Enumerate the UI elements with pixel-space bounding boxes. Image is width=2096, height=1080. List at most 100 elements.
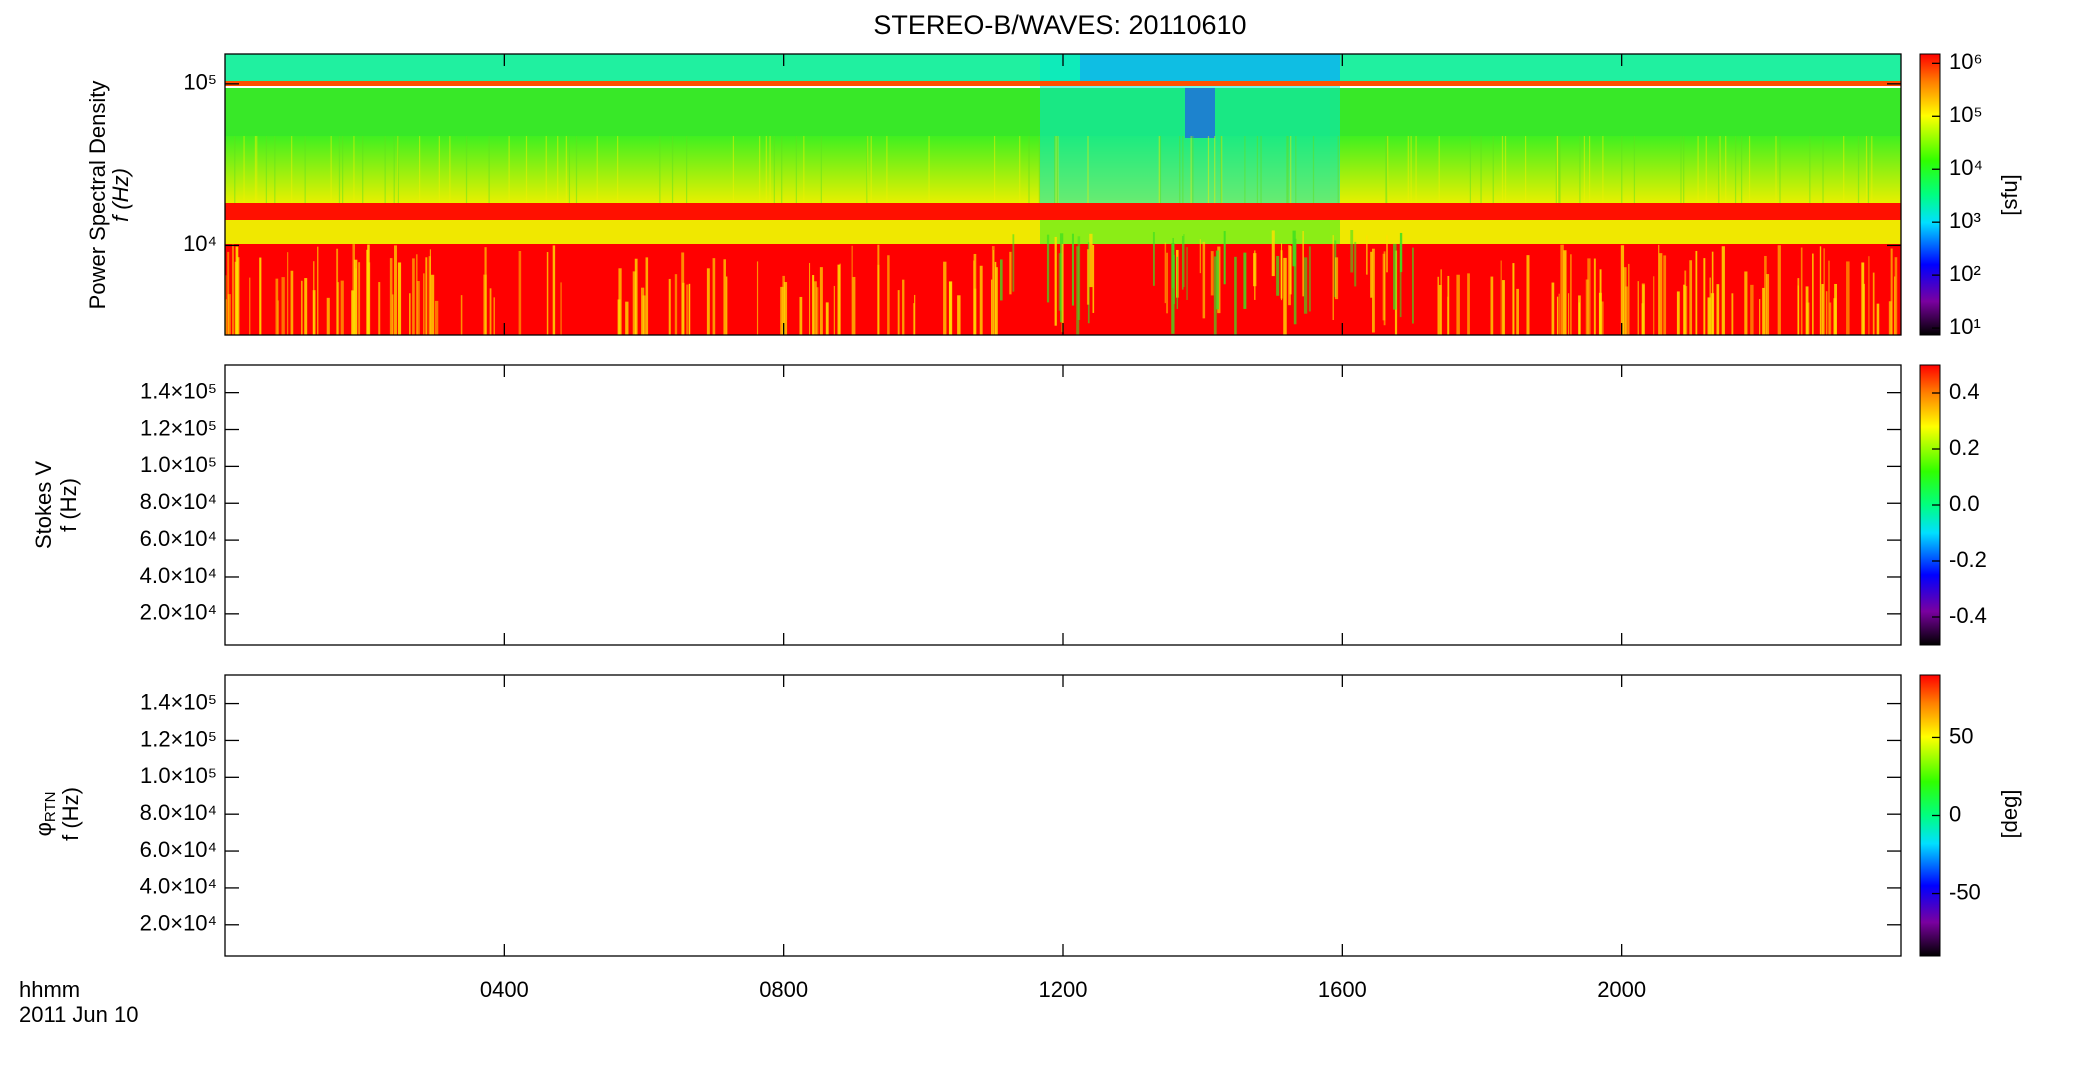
plot-frame [224, 674, 1902, 957]
spectrogram-streak [1221, 136, 1223, 203]
spectrogram-streak [1415, 136, 1417, 203]
y-tick-label: 1.4×10⁵ [140, 378, 217, 403]
spectrogram-streak [231, 244, 235, 335]
spectrogram-streak [1744, 271, 1748, 335]
colorbar-tick-label: 10⁵ [1949, 102, 1983, 127]
spectrogram-streak [732, 136, 735, 203]
spectrogram-streak [1779, 136, 1781, 203]
spectrogram-streak [1164, 242, 1167, 304]
spectrogram-streak [234, 136, 236, 203]
spectrogram-streak [1570, 254, 1572, 335]
x-tick-label: 0800 [759, 977, 808, 1002]
spectrogram-streak [1620, 245, 1625, 335]
spectrogram-streak [1399, 232, 1403, 273]
y-tick-label: 1.4×10⁵ [140, 689, 217, 714]
spectrogram-streak [870, 136, 872, 203]
spectrogram-streak [1734, 136, 1737, 203]
spectrogram-streak [1560, 244, 1564, 335]
spectrogram-streak [351, 290, 355, 335]
y-axis-symbol: φ [31, 822, 56, 836]
spectrogram-streak [897, 290, 900, 335]
spectrogram-streak [1501, 136, 1504, 203]
spectrogram-streak [1287, 136, 1289, 203]
spectrogram-streak [1637, 281, 1639, 335]
spectrogram-streak [1186, 247, 1188, 300]
spectrogram-streak [1709, 277, 1711, 335]
spectrogram-streak [1750, 284, 1754, 335]
spectrogram-streak [1843, 136, 1845, 203]
spectrogram [225, 54, 1901, 335]
spectrogram-streak [1312, 136, 1315, 203]
spectrogram-streak [1721, 246, 1725, 335]
spectrogram-streak [1089, 233, 1093, 288]
spectrogram-streak [1054, 236, 1057, 326]
spectrogram-streak [565, 136, 567, 203]
spectrogram-streak [227, 251, 230, 335]
spectrogram-streak [852, 276, 856, 335]
spectrogram-streak [1334, 257, 1339, 300]
colorbar-tick-label: -50 [1949, 879, 1981, 904]
spectrogram-streak [545, 136, 547, 203]
spectrogram-streak [254, 136, 257, 203]
spectrogram-streak [1383, 251, 1386, 326]
spectrogram-streak [1290, 136, 1292, 203]
spectrogram-streak [1207, 136, 1210, 203]
x-tick-label: 1200 [1039, 977, 1088, 1002]
spectrogram-streak [416, 281, 420, 335]
spectrogram-streak [1176, 256, 1179, 309]
spectrogram-streak [428, 256, 431, 335]
spectrogram-streak [366, 249, 369, 335]
spectrogram-streak [1800, 247, 1803, 335]
spectrogram-streak [973, 288, 977, 335]
plot-frame [224, 364, 1902, 646]
spectrogram-streak [1504, 136, 1507, 203]
spectrogram-streak [1593, 258, 1596, 335]
spectrogram-streak [1071, 233, 1074, 306]
spectrogram-streak [434, 300, 439, 335]
spectrogram-streak [394, 245, 397, 335]
spectrogram-streak [337, 282, 340, 335]
spectrogram-streak [249, 277, 251, 335]
spectrogram-streak [291, 136, 293, 203]
spectrogram-streak [1061, 243, 1064, 333]
spectrogram-streak [1000, 259, 1003, 301]
spectrogram-streak [668, 278, 671, 335]
y-tick-label: 2.0×10⁴ [140, 600, 217, 625]
spectrogram-streak [353, 136, 355, 203]
spectrogram-streak [1469, 136, 1471, 203]
spectrogram-streak [1293, 238, 1297, 325]
spectrogram-streak [1254, 250, 1256, 300]
spectrogram-streak [681, 252, 685, 335]
x-tick-label: 0400 [480, 977, 529, 1002]
colorbar-tick-label: 10¹ [1949, 314, 1981, 339]
y-tick-label: 4.0×10⁴ [140, 563, 217, 588]
spectrogram-streak [837, 264, 841, 335]
spectrogram-streak [1578, 295, 1581, 335]
spectrogram-streak [389, 258, 393, 335]
y-tick-label: 6.0×10⁴ [140, 526, 217, 551]
colorbar-tick-label: 10⁴ [1949, 155, 1983, 180]
spectrogram-streak [1876, 303, 1880, 335]
spectrogram-streak [418, 136, 421, 203]
spectrogram-streak [1492, 136, 1494, 203]
y-tick-label: 4.0×10⁴ [140, 874, 217, 899]
spectrogram-streak [438, 136, 440, 203]
spectrogram-streak [1256, 136, 1258, 203]
y-tick-label: 10⁵ [183, 70, 217, 95]
spectrogram-streak [1295, 136, 1297, 203]
y-tick-label: 10⁴ [183, 231, 217, 256]
spectrogram-streak [1502, 280, 1505, 335]
spectrogram-streak [1393, 243, 1397, 310]
spectrogram-streak [902, 279, 905, 335]
colorbar-title: [deg] [1997, 790, 2022, 839]
spectrogram-streak [1028, 136, 1030, 203]
spectrogram-streak [391, 294, 394, 335]
spectrogram-streak [723, 259, 726, 335]
spectrogram-streak [1719, 136, 1721, 203]
spectrogram-streak [1741, 136, 1743, 203]
spectrogram-streak [488, 136, 490, 203]
spectrogram-streak [686, 284, 689, 335]
spectrogram-streak [1046, 234, 1050, 303]
spectrogram-streak [992, 250, 995, 335]
